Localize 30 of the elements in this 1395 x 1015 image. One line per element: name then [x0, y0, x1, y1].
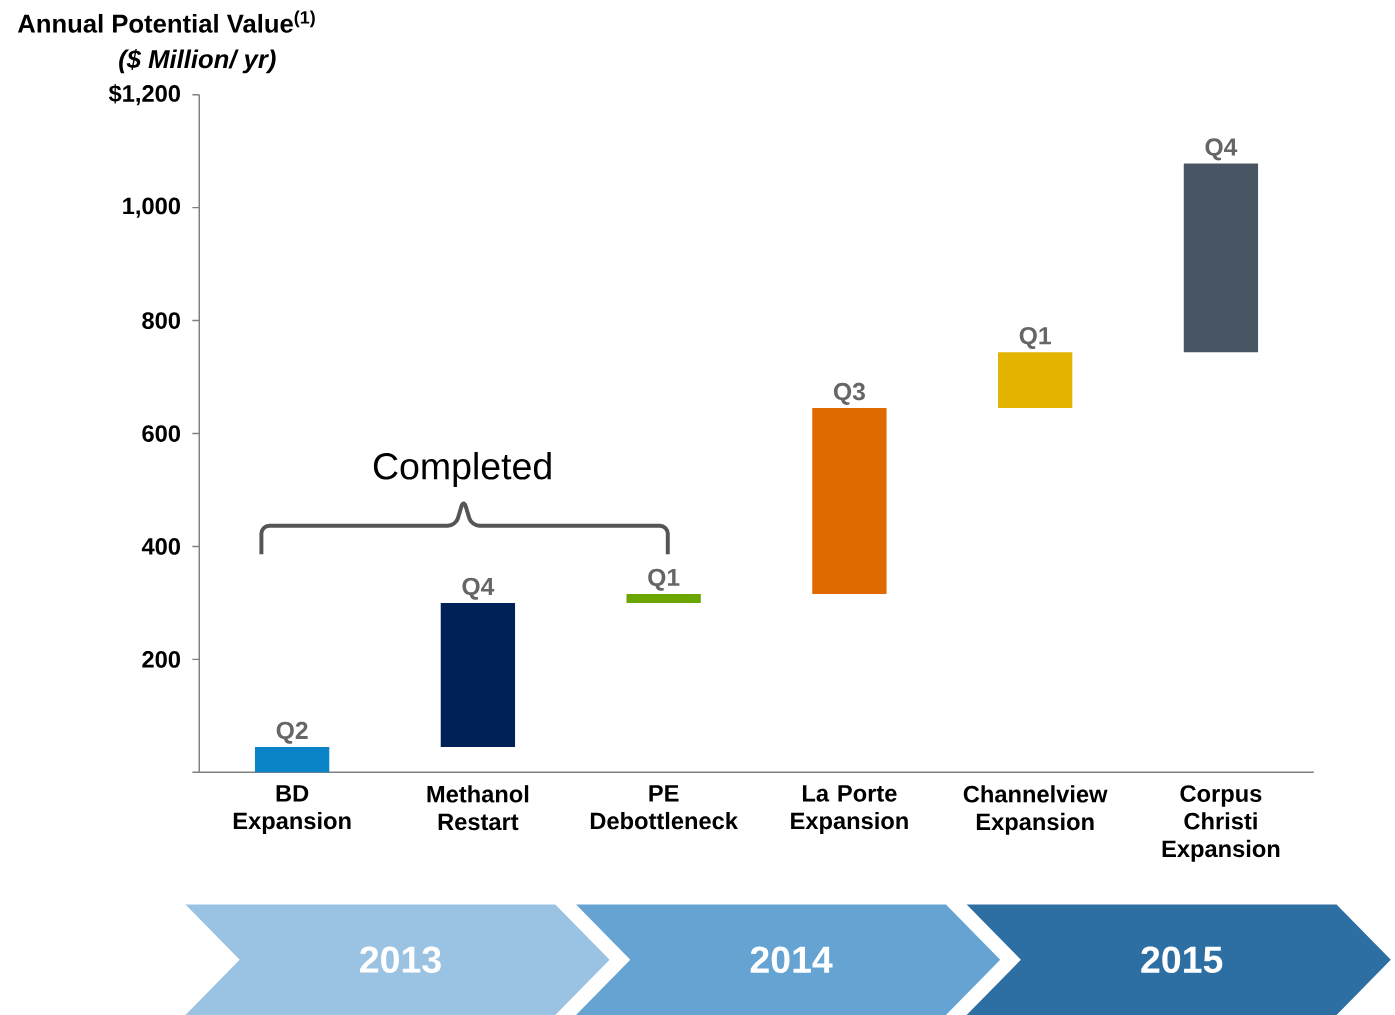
- y-tick-label: 800: [142, 312, 180, 329]
- text: 2013: [360, 946, 441, 974]
- x-tick-label: Channelview Expansion: [963, 785, 1108, 835]
- data-label: Q2: [276, 721, 308, 744]
- data-label: Q4: [462, 577, 495, 600]
- bar: [626, 593, 701, 603]
- y-tick-label: 1,000: [123, 197, 180, 218]
- y-axis-title: ($ Million/ yr): [119, 48, 276, 74]
- x-tick-label: BD Expansion: [233, 785, 351, 835]
- x-tick-label: PE Debottleneck: [590, 785, 738, 830]
- data-label: Q1: [648, 568, 680, 591]
- text: 2015: [1141, 946, 1223, 974]
- y-tick-label: 600: [142, 425, 180, 442]
- y-tick-label: $1,200: [108, 84, 180, 106]
- bar: [998, 352, 1073, 409]
- x-tick-label: La Porte Expansion: [791, 785, 908, 835]
- bar: [1183, 163, 1259, 353]
- y-tick-label: 400: [141, 538, 180, 555]
- data-label: Q1: [1019, 326, 1051, 350]
- annotation: Completed: [373, 452, 551, 487]
- chart-title: Annual Potential Value$^{(1)}$: [17, 10, 315, 33]
- x-tick-label: Corpus Christi Expansion: [1162, 785, 1280, 862]
- data-label: Q3: [833, 382, 865, 405]
- bar: [254, 746, 330, 773]
- x-tick-label: Methanol Restart: [427, 785, 529, 831]
- data-label: Q4: [1205, 138, 1238, 161]
- text: 2014: [750, 946, 833, 974]
- bar: [812, 408, 887, 594]
- y-tick-label: 200: [142, 651, 180, 668]
- bar: [440, 602, 516, 747]
